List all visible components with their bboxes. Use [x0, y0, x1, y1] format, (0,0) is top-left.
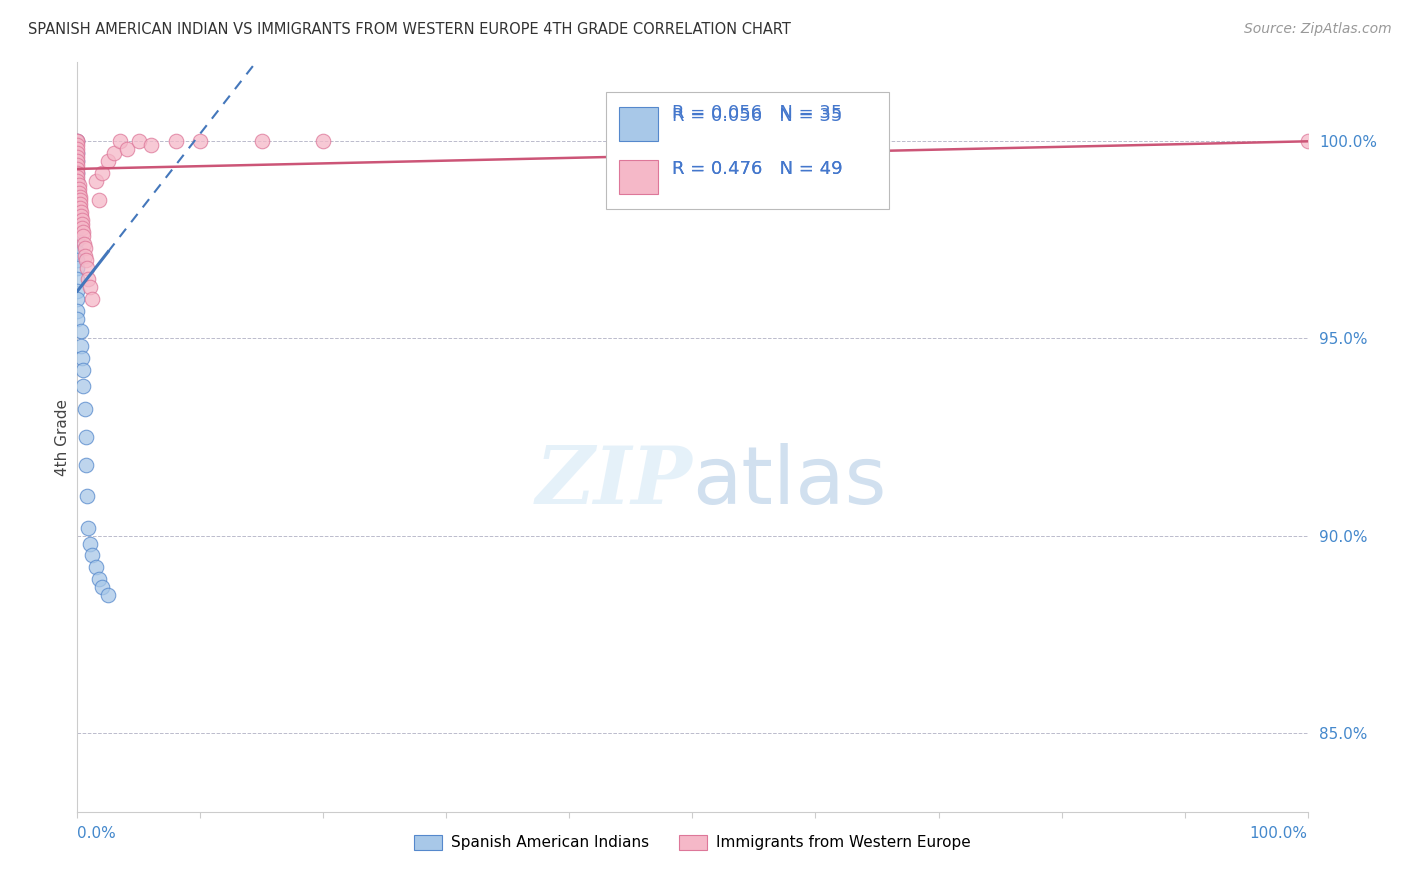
Point: [66, 158, 89, 172]
Point: [66, 134, 89, 148]
Point: [66, 272, 89, 286]
Point: [76, 489, 98, 503]
Point: [66, 252, 89, 267]
FancyBboxPatch shape: [606, 93, 890, 209]
Point: [75, 458, 97, 472]
Point: [66, 233, 89, 247]
Point: [73, 236, 96, 251]
Point: [70, 339, 93, 353]
Text: R = 0.476   N = 49: R = 0.476 N = 49: [672, 160, 842, 178]
Point: [72, 363, 94, 377]
Point: [66, 174, 89, 188]
Text: R = 0.056   N = 35: R = 0.056 N = 35: [672, 103, 842, 121]
Point: [70, 209, 93, 223]
Point: [77, 521, 100, 535]
Point: [66, 166, 89, 180]
Point: [66, 166, 89, 180]
Point: [75, 249, 97, 263]
Point: [115, 142, 138, 156]
Point: [682, 134, 704, 148]
Point: [66, 260, 89, 275]
Text: Source: ZipAtlas.com: Source: ZipAtlas.com: [1244, 22, 1392, 37]
Point: [110, 134, 132, 148]
Point: [66, 134, 89, 148]
Text: SPANISH AMERICAN INDIAN VS IMMIGRANTS FROM WESTERN EUROPE 4TH GRADE CORRELATION : SPANISH AMERICAN INDIAN VS IMMIGRANTS FR…: [28, 22, 792, 37]
Point: [89, 194, 111, 208]
Legend: Spanish American Indians, Immigrants from Western Europe: Spanish American Indians, Immigrants fro…: [408, 829, 977, 856]
Point: [312, 134, 335, 148]
Point: [82, 292, 104, 306]
Point: [66, 194, 89, 208]
Point: [79, 280, 101, 294]
Point: [66, 244, 89, 259]
Point: [66, 174, 89, 188]
Point: [141, 138, 163, 153]
Point: [66, 221, 89, 235]
Text: 0.0%: 0.0%: [77, 825, 117, 840]
Point: [97, 154, 120, 169]
Point: [70, 351, 93, 366]
Point: [70, 213, 93, 227]
Point: [70, 205, 93, 219]
Point: [165, 134, 187, 148]
Point: [66, 138, 89, 153]
Point: [84, 174, 107, 188]
Point: [84, 560, 107, 574]
Point: [69, 189, 91, 203]
Point: [72, 229, 94, 244]
Point: [188, 134, 212, 148]
Point: [66, 161, 89, 176]
Text: R = 0.476   N = 49: R = 0.476 N = 49: [672, 160, 842, 178]
Point: [77, 272, 100, 286]
Point: [250, 134, 273, 148]
Point: [66, 169, 89, 184]
FancyBboxPatch shape: [619, 160, 658, 194]
Point: [66, 311, 89, 326]
Point: [1296, 134, 1319, 148]
Point: [97, 588, 120, 602]
Text: ZIP: ZIP: [536, 443, 693, 521]
Point: [66, 154, 89, 169]
Point: [66, 181, 89, 195]
Y-axis label: 4th Grade: 4th Grade: [55, 399, 70, 475]
Point: [69, 197, 91, 211]
Point: [66, 202, 89, 216]
Point: [69, 194, 91, 208]
Point: [72, 225, 94, 239]
Point: [67, 186, 90, 200]
Point: [66, 304, 89, 318]
Point: [70, 217, 93, 231]
FancyBboxPatch shape: [619, 107, 658, 141]
Point: [82, 549, 104, 563]
Point: [75, 252, 97, 267]
Point: [70, 324, 93, 338]
Point: [128, 134, 150, 148]
Point: [90, 166, 114, 180]
Point: [103, 146, 125, 161]
Text: R = 0.056   N = 35: R = 0.056 N = 35: [672, 107, 842, 126]
Text: 100.0%: 100.0%: [1250, 825, 1308, 840]
Point: [66, 284, 89, 298]
Point: [66, 146, 89, 161]
Point: [76, 260, 98, 275]
Point: [90, 580, 114, 594]
Text: atlas: atlas: [693, 443, 887, 521]
Point: [67, 178, 90, 192]
Point: [66, 292, 89, 306]
Point: [73, 241, 96, 255]
Point: [73, 402, 96, 417]
Point: [70, 221, 93, 235]
Point: [66, 134, 89, 148]
Point: [69, 202, 91, 216]
Point: [72, 379, 94, 393]
Point: [67, 181, 90, 195]
Point: [89, 572, 111, 586]
Point: [66, 213, 89, 227]
Point: [66, 150, 89, 164]
Point: [66, 154, 89, 169]
Point: [75, 430, 97, 444]
Point: [79, 536, 101, 550]
Point: [66, 146, 89, 161]
Point: [66, 142, 89, 156]
